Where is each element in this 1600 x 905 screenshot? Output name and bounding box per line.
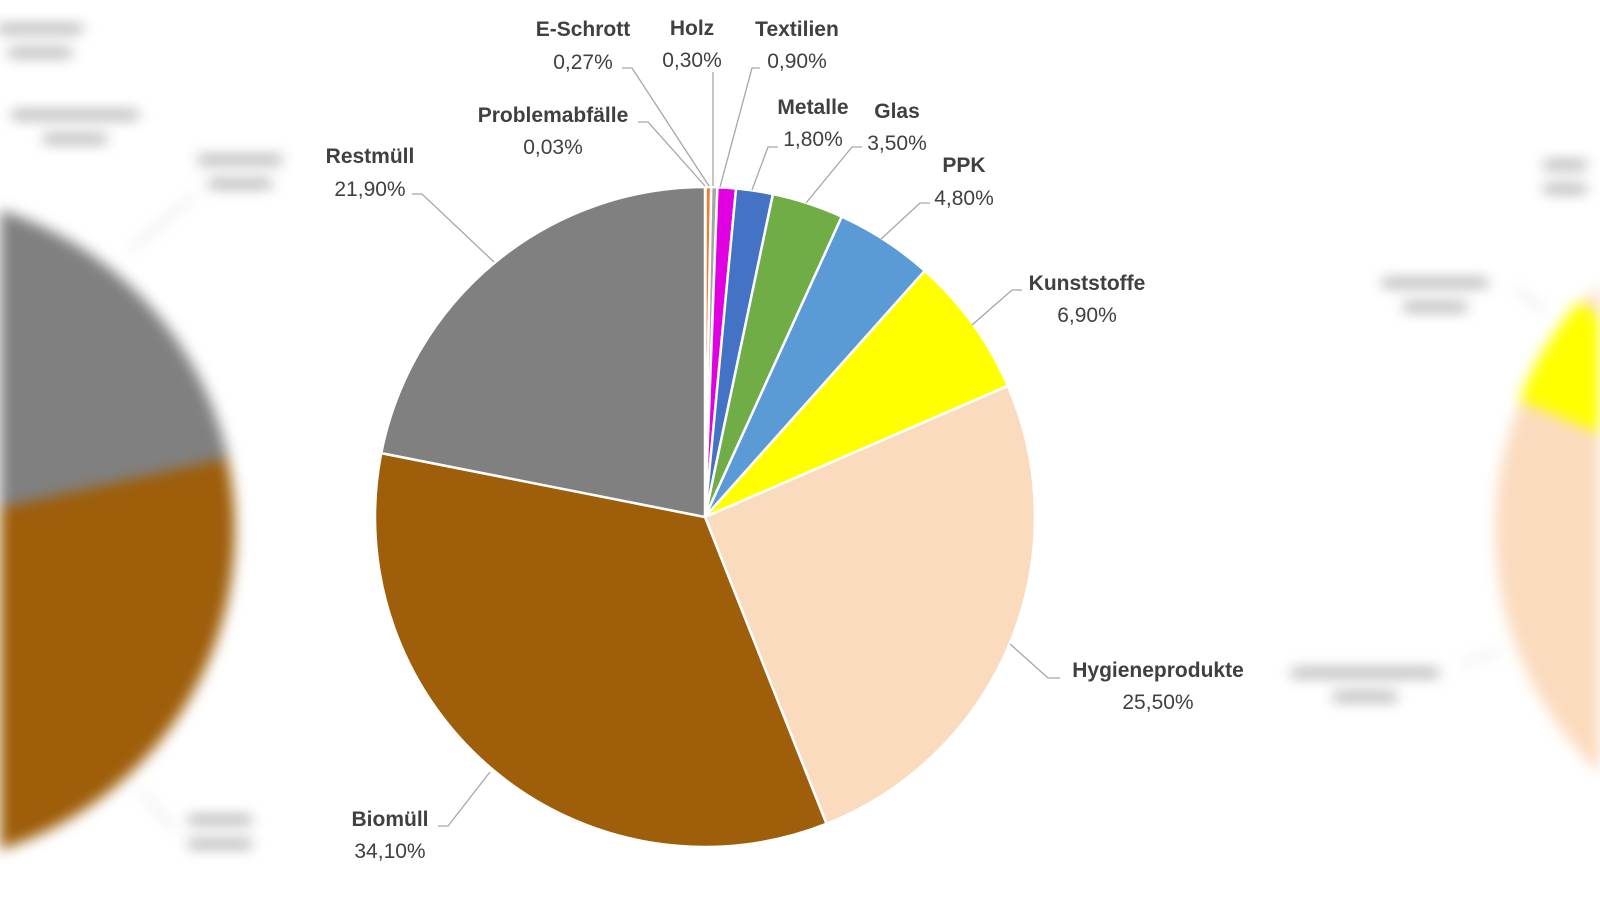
svg-text:Metalle: Metalle bbox=[777, 96, 848, 119]
pie-slice-hygieneprodukte bbox=[703, 384, 1037, 826]
label-biomuell: Biomüll 34,10% bbox=[352, 808, 429, 863]
pie-slices bbox=[373, 185, 1037, 849]
svg-text:Holz: Holz bbox=[670, 17, 714, 40]
leader-lines bbox=[412, 67, 1060, 827]
label-glas: Glas 3,50% bbox=[867, 100, 927, 155]
svg-text:Textilien: Textilien bbox=[755, 18, 839, 41]
svg-text:Glas: Glas bbox=[874, 100, 920, 123]
svg-text:Restmüll: Restmüll bbox=[326, 145, 415, 168]
blurred-label: ▬▬▬▬▬▬ ▬▬▬ bbox=[12, 100, 138, 147]
label-kunststoffe: Kunststoffe 6,90% bbox=[1029, 272, 1146, 327]
label-ppk: PPK 4,80% bbox=[934, 154, 994, 210]
svg-text:25,50%: 25,50% bbox=[1122, 691, 1193, 714]
pie-slice-restmüll bbox=[379, 185, 707, 519]
blurred-label: ▬▬▬ ▬▬▬ bbox=[188, 805, 252, 852]
label-problemabfaelle: Problemabfälle 0,03% bbox=[478, 104, 629, 159]
svg-text:Biomüll: Biomüll bbox=[352, 808, 429, 831]
svg-text:Kunststoffe: Kunststoffe bbox=[1029, 272, 1146, 295]
svg-text:21,90%: 21,90% bbox=[334, 178, 405, 201]
blurred-label: ▬▬▬▬▬▬▬ ▬▬▬ bbox=[1291, 658, 1439, 705]
label-holz: Holz 0,30% bbox=[662, 17, 722, 72]
svg-text:PPK: PPK bbox=[942, 154, 985, 177]
pie-slice-biomüll bbox=[373, 451, 828, 849]
svg-text:1,80%: 1,80% bbox=[783, 128, 843, 151]
label-restmuell: Restmüll 21,90% bbox=[326, 145, 415, 201]
svg-text:34,10%: 34,10% bbox=[354, 840, 425, 863]
svg-text:0,27%: 0,27% bbox=[553, 51, 613, 74]
svg-text:Hygieneprodukte: Hygieneprodukte bbox=[1072, 659, 1244, 682]
svg-text:0,90%: 0,90% bbox=[767, 50, 827, 73]
label-textilien: Textilien 0,90% bbox=[755, 18, 839, 73]
svg-text:4,80%: 4,80% bbox=[934, 187, 994, 210]
svg-text:3,50%: 3,50% bbox=[867, 132, 927, 155]
label-hygieneprodukte: Hygieneprodukte 25,50% bbox=[1072, 659, 1244, 714]
label-metalle: Metalle 1,80% bbox=[777, 96, 848, 151]
svg-text:E-Schrott: E-Schrott bbox=[536, 18, 631, 41]
svg-text:0,30%: 0,30% bbox=[662, 49, 722, 72]
svg-text:0,03%: 0,03% bbox=[523, 136, 583, 159]
blurred-label: ▬▬▬▬▬ ▬▬▬ bbox=[1382, 268, 1488, 315]
label-e-schrott: E-Schrott 0,27% bbox=[536, 18, 631, 74]
blurred-label: ▬▬▬▬ ▬▬▬ bbox=[198, 145, 282, 192]
blurred-label: ▬▬ ▬▬ bbox=[1544, 150, 1586, 197]
blurred-label: ▬▬▬▬ ▬▬▬ bbox=[0, 14, 82, 61]
svg-text:6,90%: 6,90% bbox=[1057, 304, 1117, 327]
svg-text:Problemabfälle: Problemabfälle bbox=[478, 104, 629, 127]
